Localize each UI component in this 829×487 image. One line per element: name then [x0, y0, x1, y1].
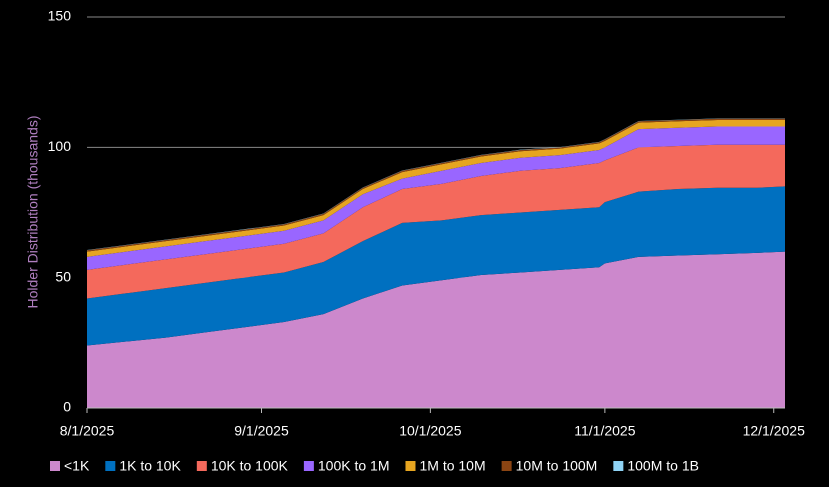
legend-label: 10K to 100K [211, 458, 289, 474]
area [87, 119, 785, 257]
legend-label: 100M to 1B [627, 458, 699, 474]
x-tick-label: 12/1/2025 [743, 423, 805, 439]
legend-swatch [501, 461, 512, 471]
legend-label: 10M to 100M [516, 458, 598, 474]
legend-swatch [303, 461, 314, 471]
y-tick-label: 50 [55, 268, 71, 284]
x-tick-label: 10/1/2025 [399, 423, 461, 439]
x-tick-label: 11/1/2025 [574, 423, 635, 439]
legend-label: 1M to 10M [419, 458, 485, 474]
y-tick-label: 100 [48, 138, 72, 154]
y-tick-label: 150 [48, 8, 72, 24]
x-tick-label: 9/1/2025 [234, 423, 289, 439]
legend-label: 1K to 10K [119, 458, 181, 474]
y-axis-label: Holder Distribution (thousands) [25, 116, 41, 309]
area [87, 126, 785, 270]
legend-swatch [105, 461, 116, 471]
legend-label: <1K [64, 458, 90, 474]
x-tick-label: 8/1/2025 [60, 423, 115, 439]
area [87, 186, 785, 346]
legend-label: 100K to 1M [318, 458, 390, 474]
legend-swatch [196, 461, 207, 471]
legend-swatch [405, 461, 416, 471]
area [87, 251, 785, 408]
area [87, 144, 785, 299]
legend-swatch [50, 461, 60, 471]
legend-swatch [613, 461, 624, 471]
y-tick-label: 0 [63, 399, 71, 415]
